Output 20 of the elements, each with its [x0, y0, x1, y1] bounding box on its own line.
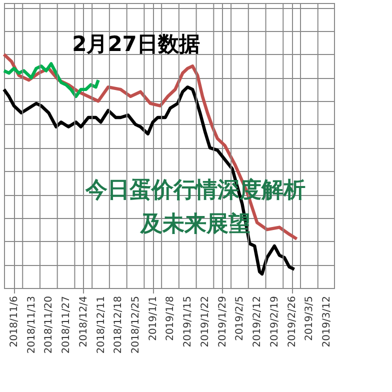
x-tick-label: 2019/2/19 [269, 296, 280, 348]
x-tick-label: 2018/12/18 [113, 296, 124, 354]
x-tick-label: 2019/2/12 [252, 296, 264, 348]
x-tick-label: 2018/11/27 [61, 296, 72, 354]
x-tick-label: 2018/11/13 [26, 296, 38, 354]
x-tick-label: 2019/1/22 [200, 296, 211, 348]
x-tick-label: 2018/12/25 [130, 296, 142, 354]
x-tick-label: 2018/12/4 [78, 296, 90, 348]
x-tick-label: 2019/3/12 [322, 296, 333, 348]
x-tick-label: 2019/3/5 [304, 296, 316, 341]
x-tick-label: 2018/11/6 [8, 296, 20, 348]
x-tick-label: 2019/2/5 [234, 296, 246, 341]
x-tick-label: 2019/2/26 [286, 296, 298, 348]
x-tick-label: 2019/1/15 [182, 296, 194, 348]
x-tick-label: 2018/12/11 [96, 296, 107, 354]
chart-title: 2月27日数据 [72, 32, 200, 56]
x-tick-label: 2018/11/20 [44, 296, 55, 354]
x-tick-label: 2019/1/29 [217, 296, 228, 348]
x-tick-label: 2019/1/1 [148, 296, 159, 341]
x-tick-label: 2019/1/8 [165, 296, 176, 341]
